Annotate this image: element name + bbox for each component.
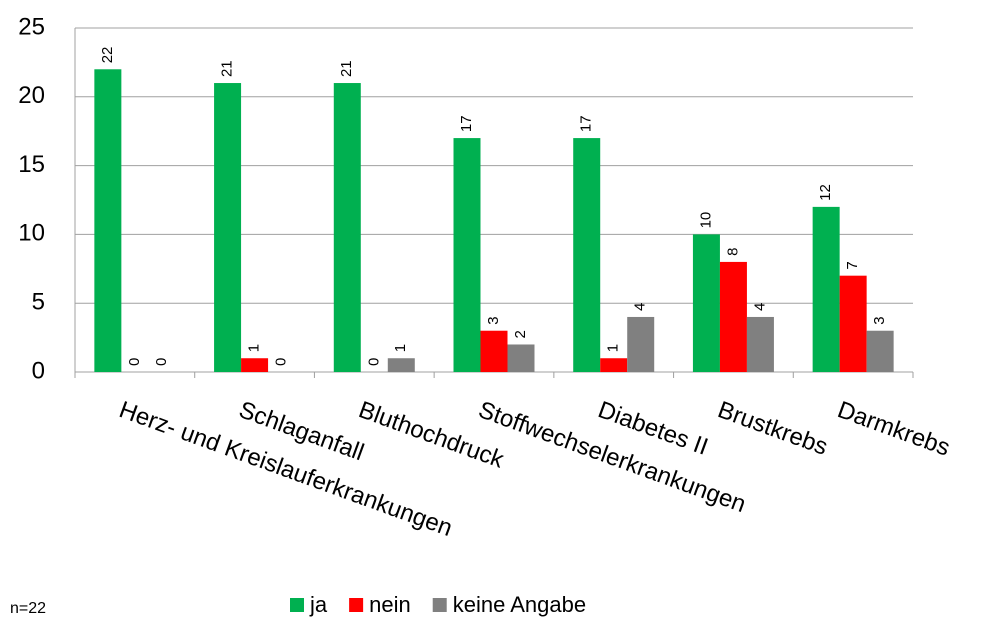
value-label: 10 (697, 212, 714, 229)
value-label: 0 (273, 358, 290, 366)
value-label: 4 (632, 303, 649, 311)
value-label: 1 (246, 344, 263, 352)
bar (480, 330, 508, 372)
legend-swatch (349, 598, 364, 612)
bar (627, 316, 655, 372)
value-label: 7 (844, 261, 861, 269)
bar (692, 234, 720, 372)
legend-label: ja (309, 592, 328, 617)
value-label: 2 (512, 330, 529, 338)
x-tick-label: Brustkrebs (714, 396, 831, 461)
y-tick-label: 15 (18, 151, 45, 178)
bar (573, 138, 601, 372)
value-label: 8 (724, 248, 741, 256)
legend-label: nein (369, 592, 411, 617)
value-label: 1 (605, 344, 622, 352)
value-label: 4 (751, 303, 768, 311)
bar (214, 83, 242, 372)
value-label: 12 (817, 184, 834, 201)
y-tick-label: 5 (32, 289, 45, 316)
y-tick-label: 0 (32, 357, 45, 384)
bar (333, 83, 361, 372)
value-label: 3 (485, 316, 502, 324)
value-label: 0 (153, 358, 170, 366)
value-label: 21 (338, 60, 355, 77)
x-tick-label: Darmkrebs (834, 396, 954, 462)
value-label: 17 (578, 115, 595, 132)
value-label: 3 (871, 316, 888, 324)
value-label: 0 (365, 358, 382, 366)
bar (387, 358, 415, 372)
annotation: n=22 (10, 600, 46, 617)
bar (94, 69, 122, 372)
value-label: 22 (99, 47, 116, 64)
bar (453, 138, 481, 372)
legend-label: keine Angabe (453, 592, 586, 617)
value-label: 0 (126, 358, 143, 366)
value-label: 1 (392, 344, 409, 352)
bar (600, 358, 628, 372)
value-label: 17 (458, 115, 475, 132)
legend-swatch (432, 598, 447, 612)
y-tick-label: 20 (18, 82, 45, 109)
legend-swatch (290, 598, 304, 612)
bar (241, 358, 269, 372)
bar (839, 275, 867, 372)
bar (866, 330, 894, 372)
bar (507, 344, 535, 372)
y-tick-label: 10 (18, 220, 45, 247)
bar (746, 316, 774, 372)
bar (719, 261, 747, 372)
bar (812, 206, 840, 372)
value-label: 21 (219, 60, 236, 77)
y-tick-label: 25 (18, 13, 45, 40)
